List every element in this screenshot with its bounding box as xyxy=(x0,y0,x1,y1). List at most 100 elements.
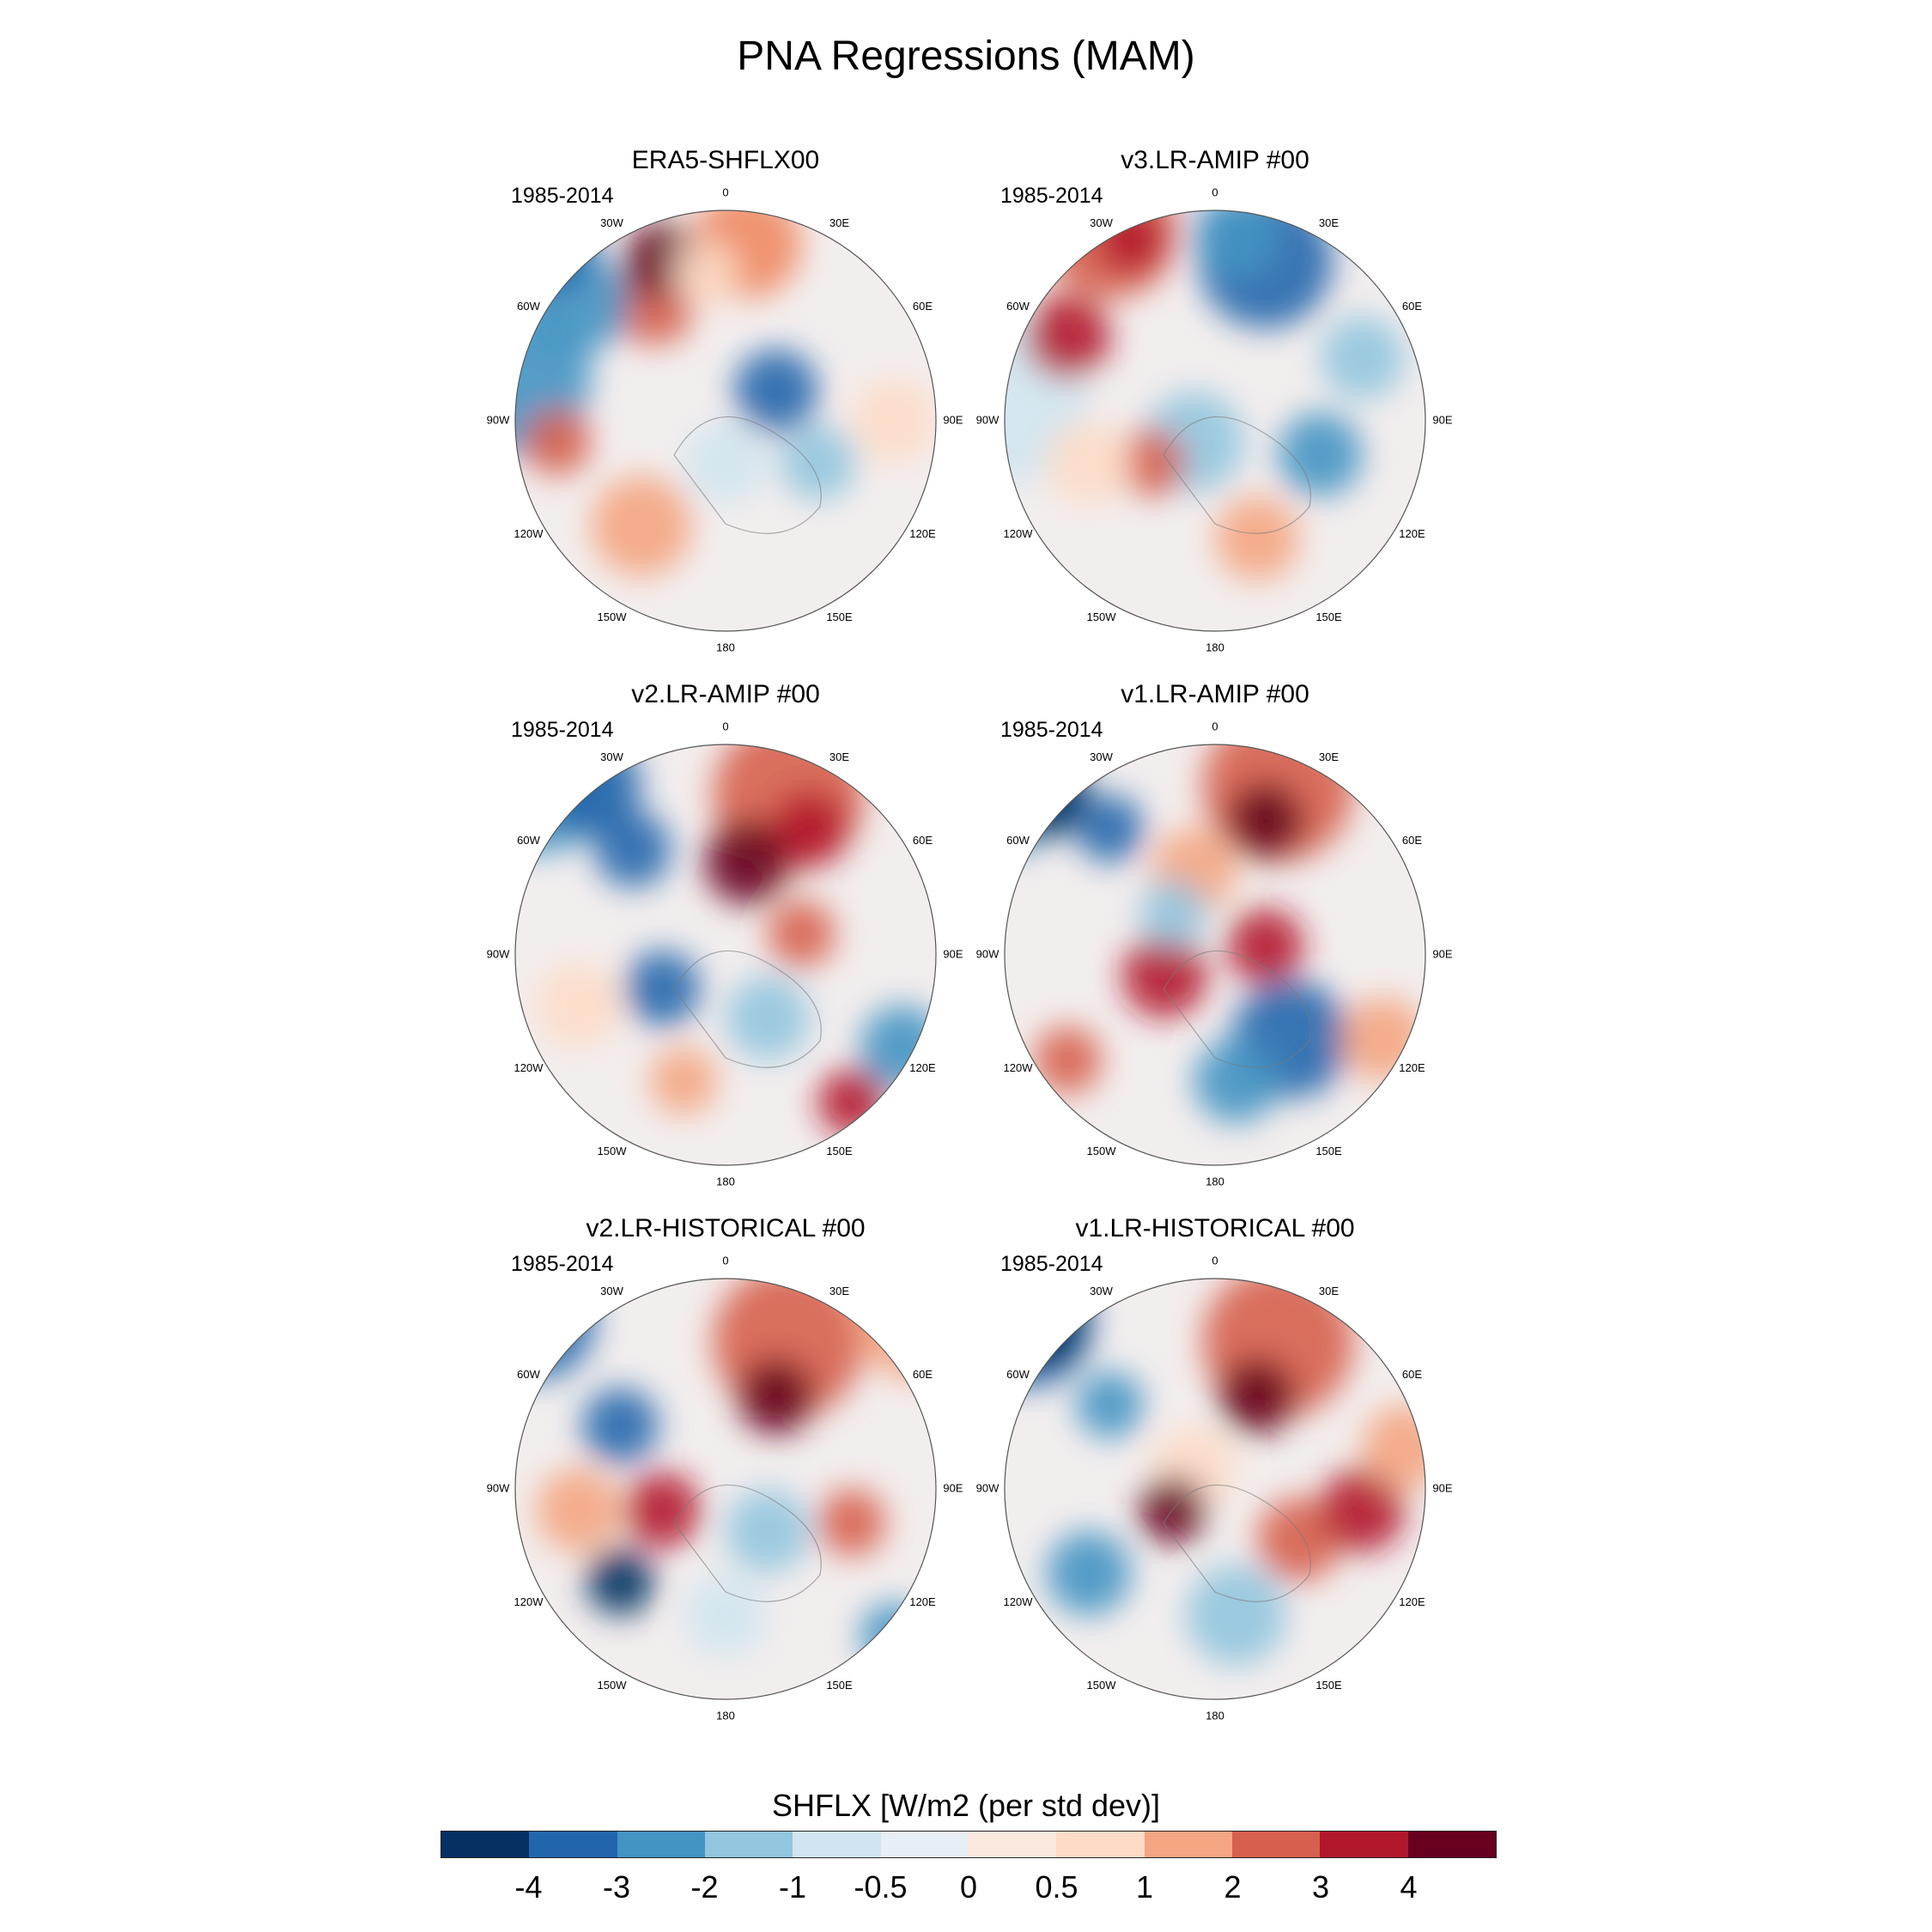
longitude-label: 30E xyxy=(829,750,849,763)
longitude-label: 150W xyxy=(598,1679,628,1692)
colorbar-segment xyxy=(441,1832,530,1857)
coastline xyxy=(673,416,822,534)
longitude-label: 120E xyxy=(909,527,936,540)
anomaly-region xyxy=(1194,1039,1279,1123)
longitude-label: 180 xyxy=(1206,1175,1224,1188)
colorbar-segment xyxy=(1231,1832,1321,1857)
anomaly-region xyxy=(1362,1405,1425,1489)
longitude-label: 90E xyxy=(943,413,963,426)
panel-period: 1985-2014 xyxy=(1000,1252,1103,1276)
longitude-label: 180 xyxy=(1206,641,1224,653)
anomaly-region xyxy=(726,1489,810,1573)
colorbar-tick-label: -3 xyxy=(602,1869,631,1905)
longitude-label: 150W xyxy=(598,1145,628,1157)
anomaly-region xyxy=(1076,794,1144,863)
longitude-label: 150E xyxy=(826,611,853,623)
longitude-label: 60E xyxy=(913,1368,933,1381)
longitude-label: 120W xyxy=(514,527,544,540)
panel-period: 1985-2014 xyxy=(511,1252,614,1276)
longitude-label: 150E xyxy=(1315,611,1342,623)
map-panel: v1.LR-HISTORICAL #00 1985-2014 180 150E 120E… xyxy=(976,1214,1453,1722)
longitude-label: 30E xyxy=(1319,216,1339,229)
longitude-label: 30W xyxy=(600,1285,623,1297)
longitude-label: 120E xyxy=(1399,527,1425,540)
longitude-label: 120W xyxy=(1004,527,1034,540)
anomaly-region xyxy=(817,1489,886,1557)
longitude-label: 90W xyxy=(976,413,999,426)
longitude-label: 150W xyxy=(1087,611,1117,623)
longitude-label: 120E xyxy=(909,1061,936,1074)
longitude-label: 120E xyxy=(909,1595,936,1608)
anomaly-region xyxy=(1227,782,1303,859)
anomaly-region xyxy=(582,1388,659,1464)
anomaly-region xyxy=(523,408,592,476)
anomaly-region xyxy=(1320,1467,1405,1552)
anomaly-region xyxy=(595,811,671,888)
longitude-label: 30W xyxy=(600,750,623,763)
longitude-label: 60E xyxy=(913,300,933,313)
longitude-label: 0 xyxy=(722,720,728,732)
anomaly-region xyxy=(1076,1370,1144,1439)
anomaly-region xyxy=(649,1047,718,1115)
longitude-label: 90W xyxy=(487,1481,510,1494)
anomaly-region xyxy=(852,379,936,463)
longitude-label: 90E xyxy=(1432,947,1452,960)
polar-map: 180 150E 120E 90E 60E 30E 0 30W 60W 90W 120W 150W xyxy=(976,1254,1453,1722)
coastline xyxy=(673,1484,822,1602)
anomaly-region xyxy=(624,1472,701,1548)
longitude-label: 60W xyxy=(517,834,540,847)
coastline xyxy=(1163,416,1311,534)
anomaly-region xyxy=(1034,1026,1102,1094)
longitude-label: 60E xyxy=(913,834,933,847)
longitude-label: 90W xyxy=(976,947,999,960)
anomaly-region xyxy=(1257,1497,1341,1582)
longitude-label: 30E xyxy=(829,1285,849,1297)
longitude-label: 150E xyxy=(1315,1145,1342,1157)
longitude-label: 150W xyxy=(1087,1679,1117,1692)
anomaly-region xyxy=(1320,315,1405,400)
longitude-label: 150E xyxy=(826,1679,853,1692)
anomaly-region xyxy=(515,1279,596,1380)
anomaly-region xyxy=(726,975,810,1060)
anomaly-region xyxy=(1025,295,1110,379)
longitude-label: 90E xyxy=(943,1481,963,1494)
longitude-label: 60W xyxy=(1006,834,1030,847)
colorbar-tick-label: -4 xyxy=(514,1869,543,1905)
longitude-label: 60W xyxy=(517,1368,540,1381)
anomaly-region xyxy=(1218,1358,1296,1435)
map-panel: v3.LR-AMIP #00 1985-2014 180 150E 120E 90E 60E… xyxy=(976,146,1453,653)
colorbar-segment xyxy=(1320,1832,1408,1857)
longitude-label: 180 xyxy=(716,1709,735,1722)
panel-period: 1985-2014 xyxy=(511,184,614,208)
panel-period: 1985-2014 xyxy=(511,718,614,742)
colorbar-segment xyxy=(1144,1832,1232,1857)
anomaly-region xyxy=(671,240,738,307)
longitude-label: 60E xyxy=(1402,834,1422,847)
longitude-label: 90W xyxy=(976,1481,999,1494)
colorbar-segment xyxy=(793,1832,881,1857)
panel-period: 1985-2014 xyxy=(1000,184,1103,208)
polar-map: 180 150E 120E 90E 60E 30E 0 30W 60W 90W 120W 150W xyxy=(487,720,963,1188)
polar-map: 180 150E 120E 90E 60E 30E 0 30W 60W 90W 120W 150W xyxy=(487,1254,963,1722)
colorbar-tick-label: 0.5 xyxy=(1035,1869,1078,1905)
longitude-label: 30E xyxy=(1319,750,1339,763)
longitude-label: 90E xyxy=(1432,1481,1452,1494)
longitude-label: 150E xyxy=(1315,1679,1342,1692)
anomaly-region xyxy=(771,790,848,867)
anomaly-region xyxy=(683,1573,768,1657)
colorbar-tick-label: -1 xyxy=(778,1869,807,1905)
colorbar-tick-label: -0.5 xyxy=(854,1869,908,1905)
longitude-label: 120W xyxy=(514,1061,544,1074)
anomaly-region xyxy=(515,210,596,295)
figure-title: PNA Regressions (MAM) xyxy=(737,33,1195,79)
anomaly-region xyxy=(591,475,692,577)
map-boundary xyxy=(1004,1278,1426,1700)
anomaly-region xyxy=(536,963,621,1048)
anomaly-region xyxy=(1227,908,1303,985)
longitude-label: 0 xyxy=(1212,720,1218,732)
panel-title: ERA5-SHFLX00 xyxy=(631,146,820,174)
longitude-label: 180 xyxy=(716,1175,735,1188)
longitude-label: 90E xyxy=(943,947,963,960)
anomaly-region xyxy=(768,900,835,968)
coastline xyxy=(1163,1484,1311,1602)
